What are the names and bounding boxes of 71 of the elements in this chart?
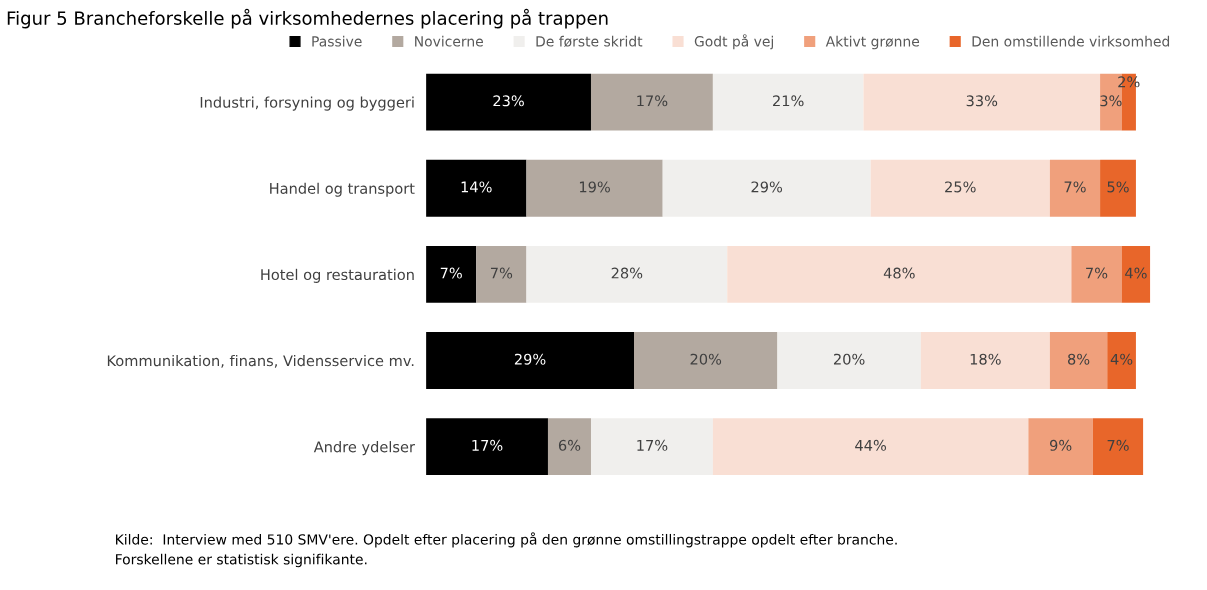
legend-label: Passive: [312, 35, 362, 47]
data-label: 23%: [493, 95, 524, 107]
data-label: 20%: [690, 353, 722, 365]
data-label: 20%: [833, 353, 865, 365]
data-label: 7%: [440, 267, 462, 279]
bar: [1100, 159, 1136, 217]
bar: [634, 332, 778, 389]
bar: [476, 245, 527, 303]
y-tick-label: Industri, forsyning og byggeri: [200, 96, 414, 111]
bar: [590, 418, 713, 476]
legend-label: Novicerne: [415, 35, 483, 47]
chart-title: Figur 5 Brancheforskelle på virksomhedernes placering på trappen: [7, 8, 608, 29]
bar: [920, 332, 1050, 389]
bar: [547, 418, 591, 476]
bar: [1092, 418, 1144, 476]
data-label: 44%: [855, 439, 887, 451]
y-tick-label: Kommunikation, finans, Vidensservice mv.: [107, 354, 414, 368]
bar: [426, 245, 477, 303]
y-tick-label: Hotel og restauration: [261, 268, 414, 283]
data-label: 17%: [637, 439, 668, 451]
bar: [1049, 159, 1101, 217]
data-label: 14%: [461, 181, 492, 193]
bar: [426, 159, 527, 217]
data-label: 3%: [1100, 95, 1122, 107]
data-label: 7%: [1086, 267, 1108, 279]
bar: [426, 418, 548, 476]
data-label: 21%: [773, 95, 804, 107]
legend-label: Godt på vej: [694, 34, 773, 50]
bar: [526, 159, 663, 217]
data-label: 8%: [1067, 353, 1090, 365]
bar: [426, 332, 635, 389]
bar: [1049, 332, 1108, 389]
data-label: 17%: [637, 95, 668, 107]
data-label: 28%: [611, 267, 643, 279]
legend-label: Den omstillende virksomhed: [972, 35, 1170, 47]
data-label: 9%: [1049, 439, 1072, 451]
data-label: 18%: [970, 353, 1001, 365]
data-label: 4%: [1125, 267, 1147, 279]
bar: [777, 332, 921, 389]
data-label: 17%: [472, 439, 503, 451]
legend-label: De første skridt: [536, 35, 643, 48]
y-tick-label: Handel og transport: [270, 182, 415, 197]
data-label: 5%: [1107, 181, 1129, 193]
bar: [712, 418, 1029, 476]
data-label: 33%: [966, 95, 998, 107]
data-label: 29%: [751, 181, 783, 193]
bar: [1107, 332, 1136, 389]
data-label: 19%: [579, 181, 610, 193]
data-label: 25%: [945, 181, 976, 193]
data-label: 29%: [514, 353, 546, 365]
bar: [1028, 418, 1093, 476]
data-label: 48%: [883, 267, 915, 279]
data-label: 6%: [558, 439, 581, 451]
data-label: 7%: [490, 267, 513, 279]
bar: [1071, 245, 1122, 303]
legend-label: Aktivt grønne: [825, 35, 920, 50]
data-label: 7%: [1064, 181, 1086, 193]
bar: [712, 73, 864, 131]
bar: [1121, 245, 1151, 303]
data-label: 7%: [1107, 439, 1129, 451]
bar: [426, 73, 591, 131]
text: Forskellene er statistisk signifikante.: [116, 553, 367, 568]
bar: [863, 73, 1101, 131]
bar: [590, 73, 713, 131]
bar: [662, 159, 871, 217]
bar: [727, 245, 1072, 303]
data-label: 4%: [1110, 353, 1133, 365]
bar: [526, 245, 728, 303]
text: Kilde: Interview med 510 SMV'ere. Opdelt efter placering på den grønne omstillingstrappe opdelt efter branche.: [116, 532, 897, 548]
y-tick-label: Andre ydelser: [313, 441, 415, 456]
bar: [870, 159, 1050, 217]
